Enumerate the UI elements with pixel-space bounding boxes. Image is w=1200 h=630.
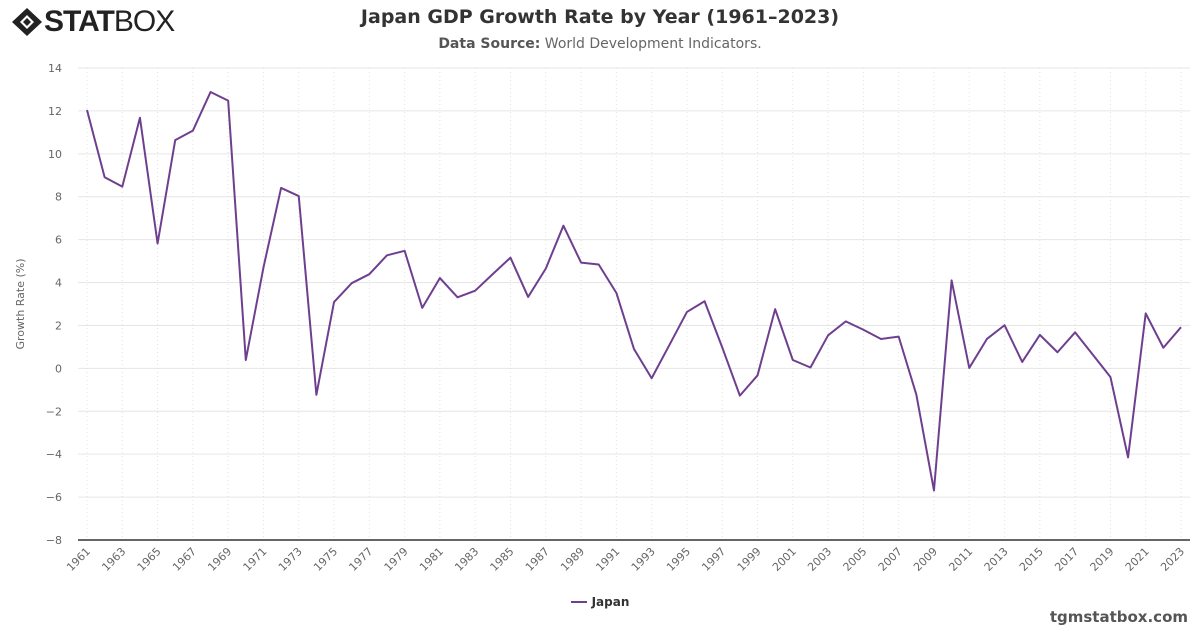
x-tick-label: 1981 bbox=[417, 545, 446, 574]
series-line-japan bbox=[86, 91, 1182, 492]
x-tick-label: 2023 bbox=[1158, 545, 1187, 574]
x-tick-label: 1993 bbox=[629, 545, 658, 574]
x-tick-label: 1983 bbox=[452, 545, 481, 574]
x-tick-label: 1999 bbox=[735, 545, 764, 574]
x-tick-label: 1987 bbox=[523, 545, 552, 574]
diamond-logo-icon bbox=[12, 8, 42, 36]
x-tick-label: 2009 bbox=[911, 545, 940, 574]
logo-text: STATBOX bbox=[44, 5, 175, 38]
x-tick-label: 2019 bbox=[1088, 545, 1117, 574]
legend[interactable]: Japan bbox=[0, 595, 1200, 609]
x-tick-label: 2021 bbox=[1123, 545, 1152, 574]
x-tick-label: 1977 bbox=[346, 545, 375, 574]
y-tick-label: 0 bbox=[55, 362, 62, 375]
x-tick-label: 2015 bbox=[1017, 545, 1046, 574]
x-tick-label: 1971 bbox=[241, 545, 270, 574]
x-tick-label: 2017 bbox=[1052, 545, 1081, 574]
y-tick-label: −4 bbox=[46, 448, 62, 461]
x-tick-label: 2007 bbox=[876, 545, 905, 574]
y-tick-label: −6 bbox=[46, 491, 62, 504]
x-tick-label: 2003 bbox=[805, 545, 834, 574]
x-tick-label: 2011 bbox=[946, 545, 975, 574]
x-tick-label: 1961 bbox=[64, 545, 93, 574]
y-tick-label: 4 bbox=[55, 277, 62, 290]
x-tick-label: 2001 bbox=[770, 545, 799, 574]
x-tick-label: 1975 bbox=[311, 545, 340, 574]
chart-title: Japan GDP Growth Rate by Year (1961–2023… bbox=[360, 6, 840, 28]
x-tick-label: 1963 bbox=[99, 545, 128, 574]
x-tick-label: 1969 bbox=[205, 545, 234, 574]
watermark: tgmstatbox.com bbox=[1049, 608, 1188, 626]
y-tick-label: 10 bbox=[48, 148, 62, 161]
x-tick-label: 1991 bbox=[593, 545, 622, 574]
x-tick-label: 1985 bbox=[488, 545, 517, 574]
x-tick-label: 1967 bbox=[170, 545, 199, 574]
x-tick-label: 1973 bbox=[276, 545, 305, 574]
x-tick-label: 2005 bbox=[841, 545, 870, 574]
x-tick-label: 1989 bbox=[558, 545, 587, 574]
y-tick-label: 14 bbox=[48, 62, 62, 75]
x-tick-label: 1995 bbox=[664, 545, 693, 574]
y-tick-label: 2 bbox=[55, 319, 62, 332]
y-tick-label: −2 bbox=[46, 405, 62, 418]
legend-line-icon bbox=[570, 601, 587, 603]
x-tick-label: 1979 bbox=[382, 545, 411, 574]
chart-subtitle: Data Source: World Development Indicator… bbox=[438, 36, 762, 52]
y-axis-label: Growth Rate (%) bbox=[14, 258, 27, 349]
y-tick-label: 6 bbox=[55, 234, 62, 247]
x-tick-label: 1997 bbox=[699, 545, 728, 574]
x-tick-label: 1965 bbox=[135, 545, 164, 574]
x-tick-label: 2013 bbox=[982, 545, 1011, 574]
y-tick-label: 8 bbox=[55, 191, 62, 204]
statbox-logo: STATBOX bbox=[10, 5, 175, 38]
y-tick-label: −8 bbox=[46, 534, 62, 547]
legend-label: Japan bbox=[591, 595, 630, 609]
y-tick-label: 12 bbox=[48, 105, 62, 118]
